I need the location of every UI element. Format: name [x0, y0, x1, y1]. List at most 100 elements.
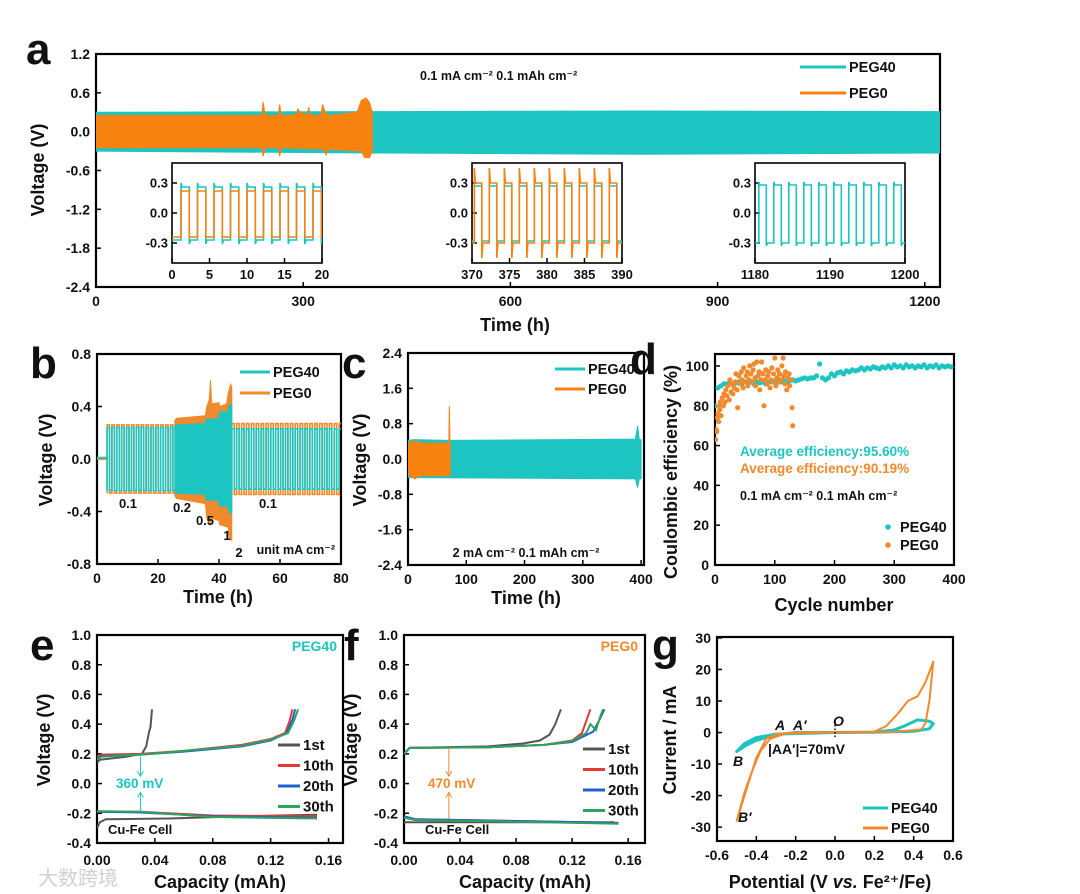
data-point: [782, 381, 788, 387]
y-tick-label: 0.0: [72, 451, 92, 467]
data-point: [716, 419, 722, 425]
data-point: [715, 437, 719, 443]
panel-letter: b: [30, 339, 57, 388]
x-tick-label: 0: [168, 267, 175, 282]
legend-label: PEG40: [849, 60, 896, 76]
data-point: [781, 373, 787, 379]
y-tick-label: 0: [701, 557, 709, 573]
data-point: [787, 383, 793, 389]
y-tick-label: 80: [693, 398, 709, 414]
data-point: [742, 379, 748, 385]
annotation: A: [774, 717, 785, 733]
arrow-head-icon: [445, 770, 453, 778]
y-tick-label: -0.8: [67, 556, 91, 572]
annotation: 0.1: [259, 496, 277, 511]
data-point: [738, 369, 744, 375]
legend-label: PEG40: [273, 365, 320, 381]
data-point: [779, 363, 785, 369]
series-peg40: [97, 404, 341, 514]
annotation: unit mA cm⁻²: [257, 543, 335, 557]
y-tick-label: -20: [691, 788, 711, 804]
y-axis-label: Coulombic efficiency (%): [661, 365, 681, 579]
legend-label: 20th: [303, 778, 334, 795]
legend-label: 20th: [608, 782, 639, 799]
x-tick-label: 20: [315, 267, 329, 282]
x-tick-label: 0.08: [502, 852, 529, 868]
data-point: [718, 413, 724, 419]
data-point: [737, 381, 743, 387]
legend-label: 10th: [608, 762, 639, 779]
panel-letter: e: [30, 621, 54, 670]
y-tick-label: 0.0: [71, 124, 91, 140]
data-point: [761, 403, 767, 409]
x-tick-label: 200: [823, 571, 847, 587]
x-tick-label: 0: [711, 571, 719, 587]
x-tick-label: -0.6: [705, 847, 729, 863]
series-20th: [97, 709, 318, 819]
y-axis-label: Voltage (V): [350, 414, 370, 507]
data-point: [790, 423, 796, 429]
y-axis-label: Voltage (V): [28, 124, 48, 217]
data-point: [741, 365, 747, 371]
y-tick-label: 0.4: [379, 716, 399, 732]
y-tick-label: -0.4: [67, 835, 91, 851]
annotation: 360 mV: [116, 776, 163, 791]
y-tick-label: 0.0: [379, 776, 399, 792]
data-point: [717, 399, 724, 405]
voltage-band: [174, 404, 233, 514]
x-tick-label: 80: [333, 570, 349, 586]
inset-3: 1180 1190 1200 -0.3 0.0 0.3: [729, 162, 919, 282]
series-trace-1: [472, 167, 622, 259]
data-point: [764, 381, 770, 387]
y-tick-label: 10: [695, 693, 711, 709]
x-tick-label: 10: [240, 267, 254, 282]
voltage-trace: [755, 181, 905, 247]
x-axis-label-part: vs.: [833, 872, 858, 892]
y-tick-label: 0.0: [150, 206, 168, 221]
x-tick-label: 40: [211, 570, 227, 586]
annotation: O: [833, 713, 844, 729]
y-tick-label: -1.6: [378, 522, 402, 538]
x-tick-label: 0.12: [257, 852, 284, 868]
x-tick-label: 300: [883, 571, 907, 587]
legend-label: PEG0: [849, 86, 888, 102]
x-tick-label: 0.08: [199, 852, 226, 868]
annotation: 470 mV: [428, 776, 475, 791]
series-peg0: [96, 97, 373, 159]
data-point: [771, 371, 777, 377]
x-axis-label: Cycle number: [774, 595, 893, 615]
x-tick-label: 300: [571, 571, 595, 587]
x-tick-label: 20: [150, 570, 166, 586]
y-tick-label: -0.2: [67, 805, 91, 821]
y-tick-label: 0.4: [72, 716, 92, 732]
data-point: [773, 383, 779, 389]
data-point: [715, 429, 720, 435]
x-axis-label: Capacity (mAh): [154, 872, 286, 892]
data-point: [789, 405, 795, 411]
x-tick-label: -0.4: [744, 847, 768, 863]
data-point: [747, 363, 753, 369]
legend-label: PEG0: [891, 821, 930, 837]
x-tick-label: 0.16: [315, 852, 342, 868]
x-axis-label: Capacity (mAh): [459, 872, 591, 892]
data-point: [717, 407, 723, 413]
legend-label: 1st: [608, 741, 630, 758]
x-tick-label: 385: [574, 267, 596, 282]
legend-label: PEG0: [900, 538, 939, 554]
voltage-trace: [472, 167, 622, 259]
data-point: [755, 373, 761, 379]
y-axis-label: Current / mA: [660, 685, 680, 794]
annotation: 0.2: [173, 500, 191, 515]
x-tick-label: 0.04: [141, 852, 168, 868]
x-tick-label: -0.2: [784, 847, 808, 863]
annotation: |AA′|=70mV: [768, 741, 846, 757]
x-tick-label: 0.00: [390, 852, 417, 868]
y-tick-label: 0.3: [150, 176, 168, 191]
y-tick-label: 60: [693, 438, 709, 454]
data-point: [775, 367, 781, 373]
y-tick-label: 0.0: [72, 776, 92, 792]
voltage-trace: [231, 428, 341, 490]
panel-e: 0.00 0.04 0.08 0.12 0.16 -0.4 -0.2 0.0 0.2 0.4 0.6…: [30, 621, 345, 892]
x-tick-label: 390: [611, 267, 633, 282]
